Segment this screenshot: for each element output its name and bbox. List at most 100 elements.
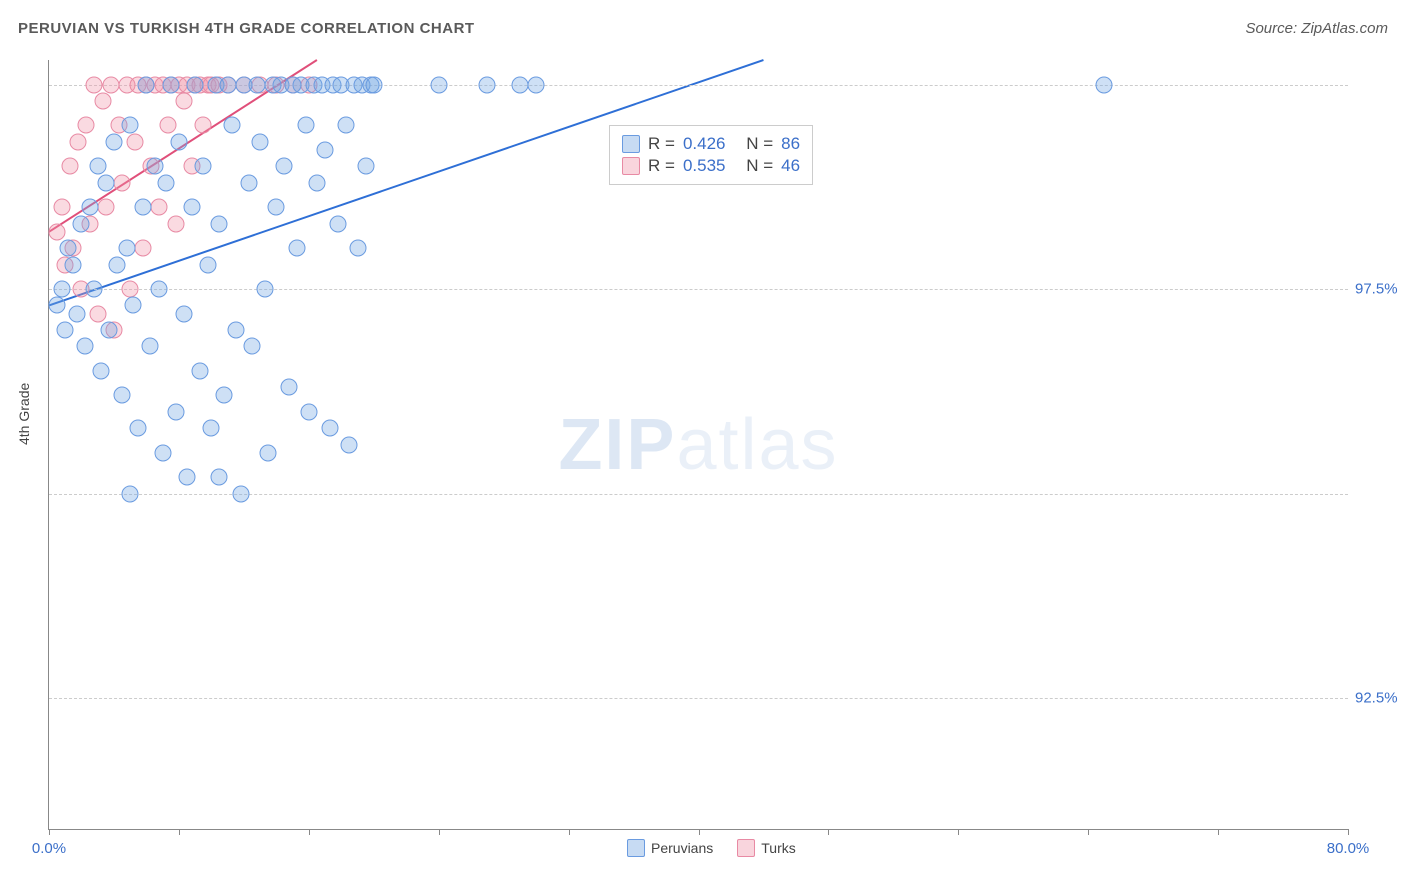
scatter-point — [97, 174, 114, 191]
chart-source: Source: ZipAtlas.com — [1245, 20, 1388, 37]
scatter-point — [281, 379, 298, 396]
scatter-point — [102, 76, 119, 93]
scatter-point — [159, 117, 176, 134]
scatter-point — [122, 117, 139, 134]
scatter-point — [86, 76, 103, 93]
scatter-point — [141, 338, 158, 355]
scatter-point — [57, 321, 74, 338]
scatter-point — [118, 240, 135, 257]
n-value-turks: 46 — [781, 156, 800, 176]
n-prefix: N = — [746, 156, 773, 176]
scatter-point — [78, 117, 95, 134]
scatter-point — [167, 403, 184, 420]
scatter-point — [138, 76, 155, 93]
r-value-peruvians: 0.426 — [683, 134, 726, 154]
scatter-point — [321, 420, 338, 437]
scatter-point — [183, 199, 200, 216]
scatter-point — [365, 76, 382, 93]
scatter-point — [289, 240, 306, 257]
watermark-zip: ZIP — [558, 405, 676, 485]
scatter-point — [300, 403, 317, 420]
scatter-point — [179, 469, 196, 486]
r-value-turks: 0.535 — [683, 156, 726, 176]
x-tick — [49, 829, 50, 835]
swatch-turks-icon — [737, 839, 755, 857]
scatter-point — [49, 297, 66, 314]
swatch-turks-icon — [622, 157, 640, 175]
scatter-point — [252, 133, 269, 150]
scatter-point — [256, 281, 273, 298]
x-tick — [439, 829, 440, 835]
n-value-peruvians: 86 — [781, 134, 800, 154]
scatter-point — [224, 117, 241, 134]
scatter-point — [260, 444, 277, 461]
legend-item-turks: Turks — [737, 839, 795, 857]
x-tick — [699, 829, 700, 835]
plot-area: ZIPatlas R = 0.426 N = 86 R = 0.535 N = … — [48, 60, 1348, 830]
scatter-point — [125, 297, 142, 314]
swatch-peruvians-icon — [622, 135, 640, 153]
scatter-point — [357, 158, 374, 175]
scatter-point — [317, 141, 334, 158]
watermark: ZIPatlas — [558, 404, 838, 486]
scatter-point — [49, 223, 66, 240]
scatter-point — [70, 133, 87, 150]
scatter-point — [219, 76, 236, 93]
scatter-point — [89, 305, 106, 322]
scatter-point — [146, 158, 163, 175]
scatter-point — [162, 76, 179, 93]
scatter-point — [338, 117, 355, 134]
watermark-atlas: atlas — [676, 405, 838, 485]
scatter-point — [53, 199, 70, 216]
x-tick — [1348, 829, 1349, 835]
scatter-point — [243, 338, 260, 355]
scatter-point — [122, 485, 139, 502]
scatter-point — [330, 215, 347, 232]
x-tick — [958, 829, 959, 835]
x-tick-label: 80.0% — [1327, 840, 1370, 857]
scatter-point — [60, 240, 77, 257]
legend-stats-row-peruvians: R = 0.426 N = 86 — [622, 134, 800, 154]
y-tick-label: 97.5% — [1355, 281, 1406, 298]
scatter-point — [68, 305, 85, 322]
legend-series: Peruvians Turks — [627, 839, 796, 857]
scatter-point — [248, 76, 265, 93]
scatter-point — [175, 305, 192, 322]
scatter-point — [227, 321, 244, 338]
y-axis-title: 4th Grade — [16, 383, 32, 445]
x-tick — [1218, 829, 1219, 835]
scatter-point — [154, 444, 171, 461]
scatter-point — [528, 76, 545, 93]
scatter-point — [114, 174, 131, 191]
r-prefix: R = — [648, 134, 675, 154]
scatter-point — [1096, 76, 1113, 93]
x-tick — [828, 829, 829, 835]
legend-item-peruvians: Peruvians — [627, 839, 713, 857]
scatter-point — [76, 338, 93, 355]
legend-stats: R = 0.426 N = 86 R = 0.535 N = 46 — [609, 125, 813, 185]
scatter-point — [135, 199, 152, 216]
scatter-point — [232, 485, 249, 502]
scatter-point — [135, 240, 152, 257]
scatter-point — [430, 76, 447, 93]
scatter-point — [167, 215, 184, 232]
scatter-point — [97, 199, 114, 216]
scatter-point — [114, 387, 131, 404]
scatter-point — [105, 133, 122, 150]
scatter-point — [122, 281, 139, 298]
scatter-point — [211, 469, 228, 486]
gridline — [49, 289, 1348, 290]
scatter-point — [195, 117, 212, 134]
swatch-peruvians-icon — [627, 839, 645, 857]
x-tick — [1088, 829, 1089, 835]
x-tick-label: 0.0% — [32, 840, 66, 857]
scatter-point — [192, 362, 209, 379]
scatter-point — [101, 321, 118, 338]
scatter-point — [216, 387, 233, 404]
n-prefix: N = — [746, 134, 773, 154]
scatter-point — [511, 76, 528, 93]
scatter-point — [268, 199, 285, 216]
x-tick — [309, 829, 310, 835]
scatter-point — [92, 362, 109, 379]
scatter-point — [240, 174, 257, 191]
